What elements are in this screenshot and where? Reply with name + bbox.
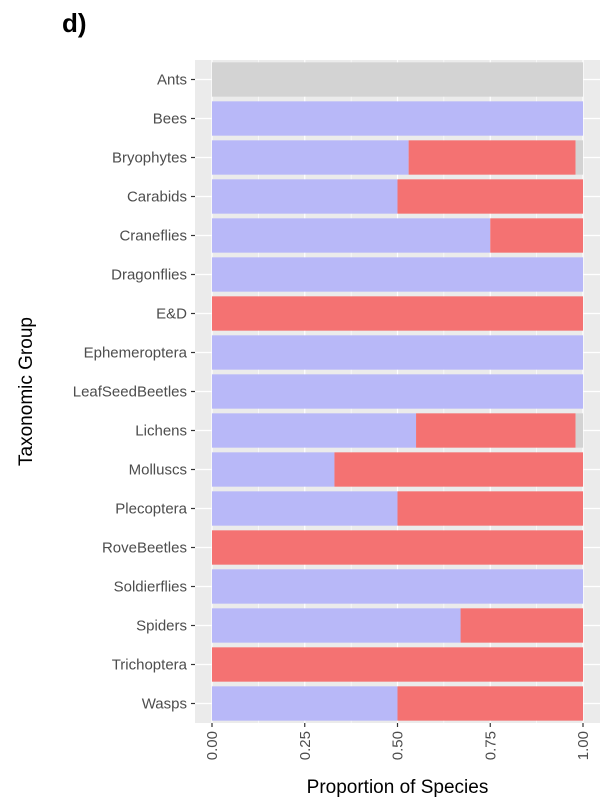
bar-segment <box>212 608 461 643</box>
bar-segment <box>212 686 398 721</box>
bar-segment <box>212 296 583 331</box>
y-tick-label: Bryophytes <box>112 150 187 167</box>
y-tick-label: Trichoptera <box>112 657 188 674</box>
bar-segment <box>490 218 583 253</box>
bar-segment <box>212 335 583 370</box>
bars <box>212 62 583 721</box>
x-axis-title: Proportion of Species <box>307 777 489 798</box>
bar-segment <box>212 452 335 487</box>
y-axis-title: Taxonomic Group <box>16 317 37 466</box>
bar-segment <box>212 140 409 175</box>
bar-segment <box>212 257 583 292</box>
y-tick-label: Ants <box>157 72 187 89</box>
y-tick-label: RoveBeetles <box>102 540 187 557</box>
y-axis-ticks: Ants Bees Bryophytes Carabids Craneflies Drag… <box>73 72 195 713</box>
y-tick-label: Plecoptera <box>115 501 187 518</box>
y-tick-label: Molluscs <box>129 462 187 479</box>
bar-segment <box>397 491 583 526</box>
y-tick-label: Soldierflies <box>114 579 187 596</box>
bar-segment <box>212 218 491 253</box>
x-tick-label: 0.75 <box>482 731 499 760</box>
y-tick-label: Wasps <box>142 696 187 713</box>
bar-segment <box>212 530 583 565</box>
panel-label: d) <box>62 8 87 38</box>
y-tick-label: Carabids <box>127 189 187 206</box>
x-tick-label: 1.00 <box>575 731 592 760</box>
bar-segment <box>212 491 398 526</box>
bar-segment <box>397 686 583 721</box>
bar-segment <box>460 608 583 643</box>
y-tick-label: Lichens <box>135 423 187 440</box>
x-axis-ticks: 0.00 0.25 0.50 0.75 1.00 <box>204 723 592 760</box>
bar-segment <box>212 569 583 604</box>
y-tick-label: LeafSeedBeetles <box>73 384 187 401</box>
bar-segment <box>212 374 583 409</box>
bar-segment <box>408 140 576 175</box>
y-tick-label: Ephemeroptera <box>84 345 188 362</box>
y-tick-label: E&D <box>156 306 187 323</box>
bar-segment <box>212 101 583 136</box>
x-tick-label: 0.50 <box>390 731 407 760</box>
bar-segment <box>397 179 583 214</box>
x-tick-label: 0.00 <box>204 731 221 760</box>
bar-segment <box>334 452 583 487</box>
y-tick-label: Craneflies <box>119 228 187 245</box>
bar-segment <box>575 413 583 448</box>
y-tick-label: Spiders <box>136 618 187 635</box>
bar-segment <box>212 179 398 214</box>
bar-segment <box>575 140 583 175</box>
y-tick-label: Bees <box>153 111 187 128</box>
bar-segment <box>212 62 583 97</box>
bar-segment <box>212 413 417 448</box>
y-tick-label: Dragonflies <box>111 267 187 284</box>
bar-segment <box>416 413 576 448</box>
bar-segment <box>212 647 583 682</box>
x-tick-label: 0.25 <box>297 731 314 760</box>
